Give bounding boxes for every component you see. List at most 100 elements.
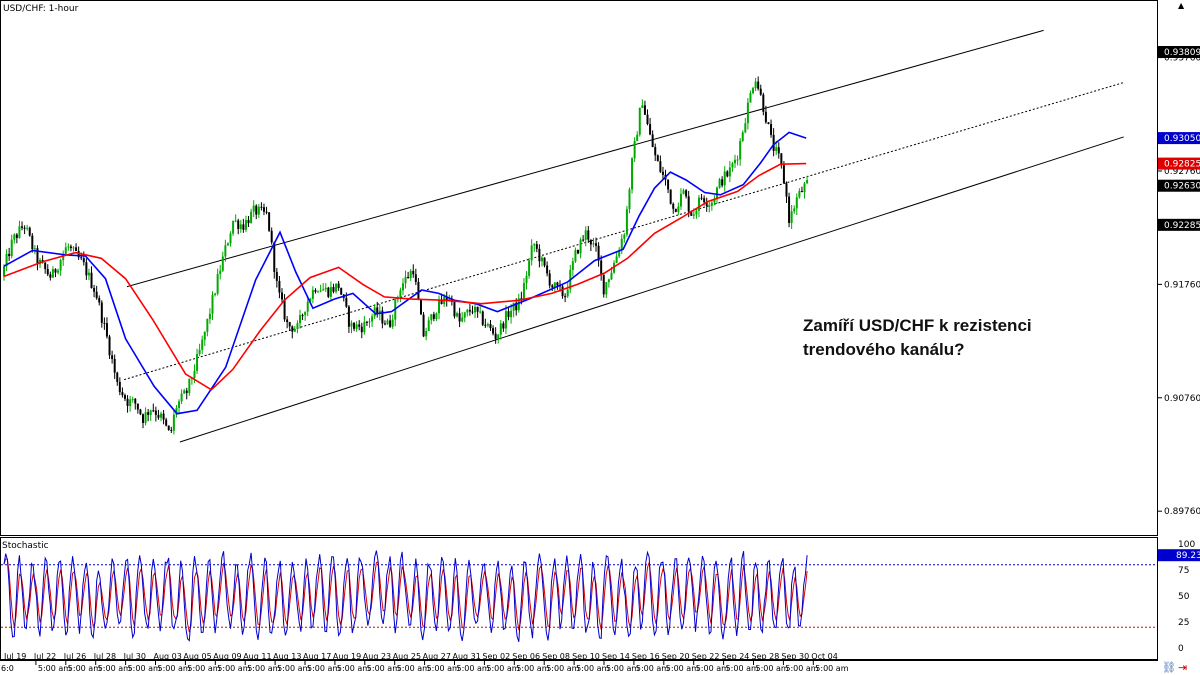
candle-body bbox=[700, 197, 703, 199]
candle-body bbox=[234, 220, 237, 222]
candle-body bbox=[116, 372, 119, 382]
candle-body bbox=[100, 302, 103, 323]
candle-body bbox=[399, 290, 402, 298]
candle-body bbox=[360, 326, 363, 333]
candle-body bbox=[744, 123, 747, 133]
candle-body bbox=[144, 412, 147, 423]
scroll-up-arrow-icon[interactable]: ▲ bbox=[1178, 1, 1185, 10]
time-tick-label: 5:00 am bbox=[756, 664, 789, 673]
candle-body bbox=[72, 247, 75, 249]
candle-body bbox=[486, 324, 489, 326]
candle-body bbox=[502, 323, 505, 329]
price-marker-bg bbox=[1158, 132, 1200, 145]
candle-body bbox=[165, 419, 168, 426]
candle-body bbox=[383, 323, 386, 325]
candle-body bbox=[615, 256, 618, 263]
candle-body bbox=[324, 287, 327, 290]
candle-body bbox=[633, 140, 636, 159]
candle-body bbox=[641, 105, 644, 108]
candle-body bbox=[283, 299, 286, 320]
candle-body bbox=[301, 315, 304, 317]
candle-body bbox=[183, 390, 186, 394]
candle-body bbox=[49, 274, 52, 278]
bottom-right-icons[interactable]: ⛓ ⇥ bbox=[1162, 661, 1187, 674]
candle-body bbox=[75, 247, 78, 251]
candle-body bbox=[767, 122, 770, 125]
candle-body bbox=[147, 412, 150, 415]
candle-body bbox=[314, 290, 317, 292]
candle-body bbox=[299, 315, 302, 324]
time-tick-label: 5:00 am bbox=[98, 664, 131, 673]
candle-body bbox=[162, 413, 165, 420]
time-tick-label: 5:00 am bbox=[397, 664, 430, 673]
date-tick-label: Sep 10 bbox=[572, 652, 600, 661]
candle-body bbox=[479, 311, 482, 313]
candle-body bbox=[638, 107, 641, 135]
candle-body bbox=[134, 398, 137, 404]
candle-body bbox=[739, 140, 742, 160]
candle-body bbox=[504, 311, 507, 329]
moving-averages bbox=[3, 131, 807, 415]
candle-body bbox=[543, 257, 546, 266]
date-tick-label: Jul 30 bbox=[123, 652, 146, 661]
date-tick-label: Aug 05 bbox=[183, 652, 211, 661]
candle-body bbox=[296, 323, 299, 329]
candle-body bbox=[139, 409, 142, 415]
candle-body bbox=[365, 321, 368, 323]
scroll-end-icon[interactable]: ⇥ bbox=[1178, 661, 1187, 674]
candle-body bbox=[736, 159, 739, 161]
time-tick-label: 5:00 am bbox=[726, 664, 759, 673]
candle-body bbox=[458, 313, 461, 322]
candle-body bbox=[185, 390, 188, 393]
candle-body bbox=[708, 205, 711, 207]
candle-body bbox=[111, 355, 114, 360]
candle-body bbox=[108, 336, 111, 356]
stochastic-tick-label: 100 bbox=[1178, 540, 1195, 550]
candle-body bbox=[659, 161, 662, 172]
candle-body bbox=[510, 310, 513, 318]
candle-body bbox=[255, 205, 258, 215]
link-icon[interactable]: ⛓ bbox=[1162, 661, 1176, 674]
candle-body bbox=[566, 289, 569, 297]
candle-body bbox=[322, 289, 325, 291]
candle-body bbox=[623, 234, 626, 239]
candle-body bbox=[335, 283, 338, 292]
candle-body bbox=[631, 158, 634, 190]
candle-body bbox=[607, 279, 610, 283]
candle-body bbox=[528, 260, 531, 276]
candle-body bbox=[677, 206, 680, 212]
candle-body bbox=[499, 323, 502, 335]
time-tick-label: 5:00 am bbox=[427, 664, 460, 673]
candle-body bbox=[803, 183, 806, 193]
candle-body bbox=[270, 230, 273, 243]
candle-body bbox=[772, 134, 775, 151]
candle-body bbox=[59, 260, 62, 271]
candle-body bbox=[597, 245, 600, 261]
candle-body bbox=[306, 301, 309, 312]
date-tick-label: Oct 04 bbox=[811, 652, 838, 661]
stochastic-label-bg bbox=[1, 538, 39, 550]
candle-body bbox=[273, 242, 276, 272]
date-tick-label: Aug 13 bbox=[273, 652, 301, 661]
stochastic-axis: 100 75 50 25 0 89.23 bbox=[1158, 540, 1200, 654]
time-axis: Jul 19 Jul 22 Jul 26 Jul 28 Jul 30 Aug 03 Aug … bbox=[0, 652, 1158, 673]
candle-body bbox=[687, 196, 690, 211]
candle-body bbox=[625, 209, 628, 235]
time-tick-label: 5:00 am bbox=[187, 664, 220, 673]
candle-body bbox=[36, 248, 39, 265]
candle-body bbox=[329, 287, 332, 297]
date-tick-label: Sep 16 bbox=[632, 652, 660, 661]
candle-body bbox=[695, 210, 698, 215]
candle-body bbox=[525, 275, 528, 284]
candle-body bbox=[584, 230, 587, 240]
candle-body bbox=[425, 330, 428, 337]
candle-body bbox=[587, 230, 590, 240]
candle-body bbox=[291, 326, 294, 332]
date-tick-label: Sep 22 bbox=[692, 652, 720, 661]
candle-body bbox=[770, 124, 773, 135]
annotation-line-1: Zamíří USD/CHF k rezistenci bbox=[803, 316, 1032, 335]
moving-average-1 bbox=[3, 131, 807, 415]
main-panel-frame bbox=[0, 0, 1158, 536]
price-tick-label: 0.90760 bbox=[1164, 394, 1200, 404]
